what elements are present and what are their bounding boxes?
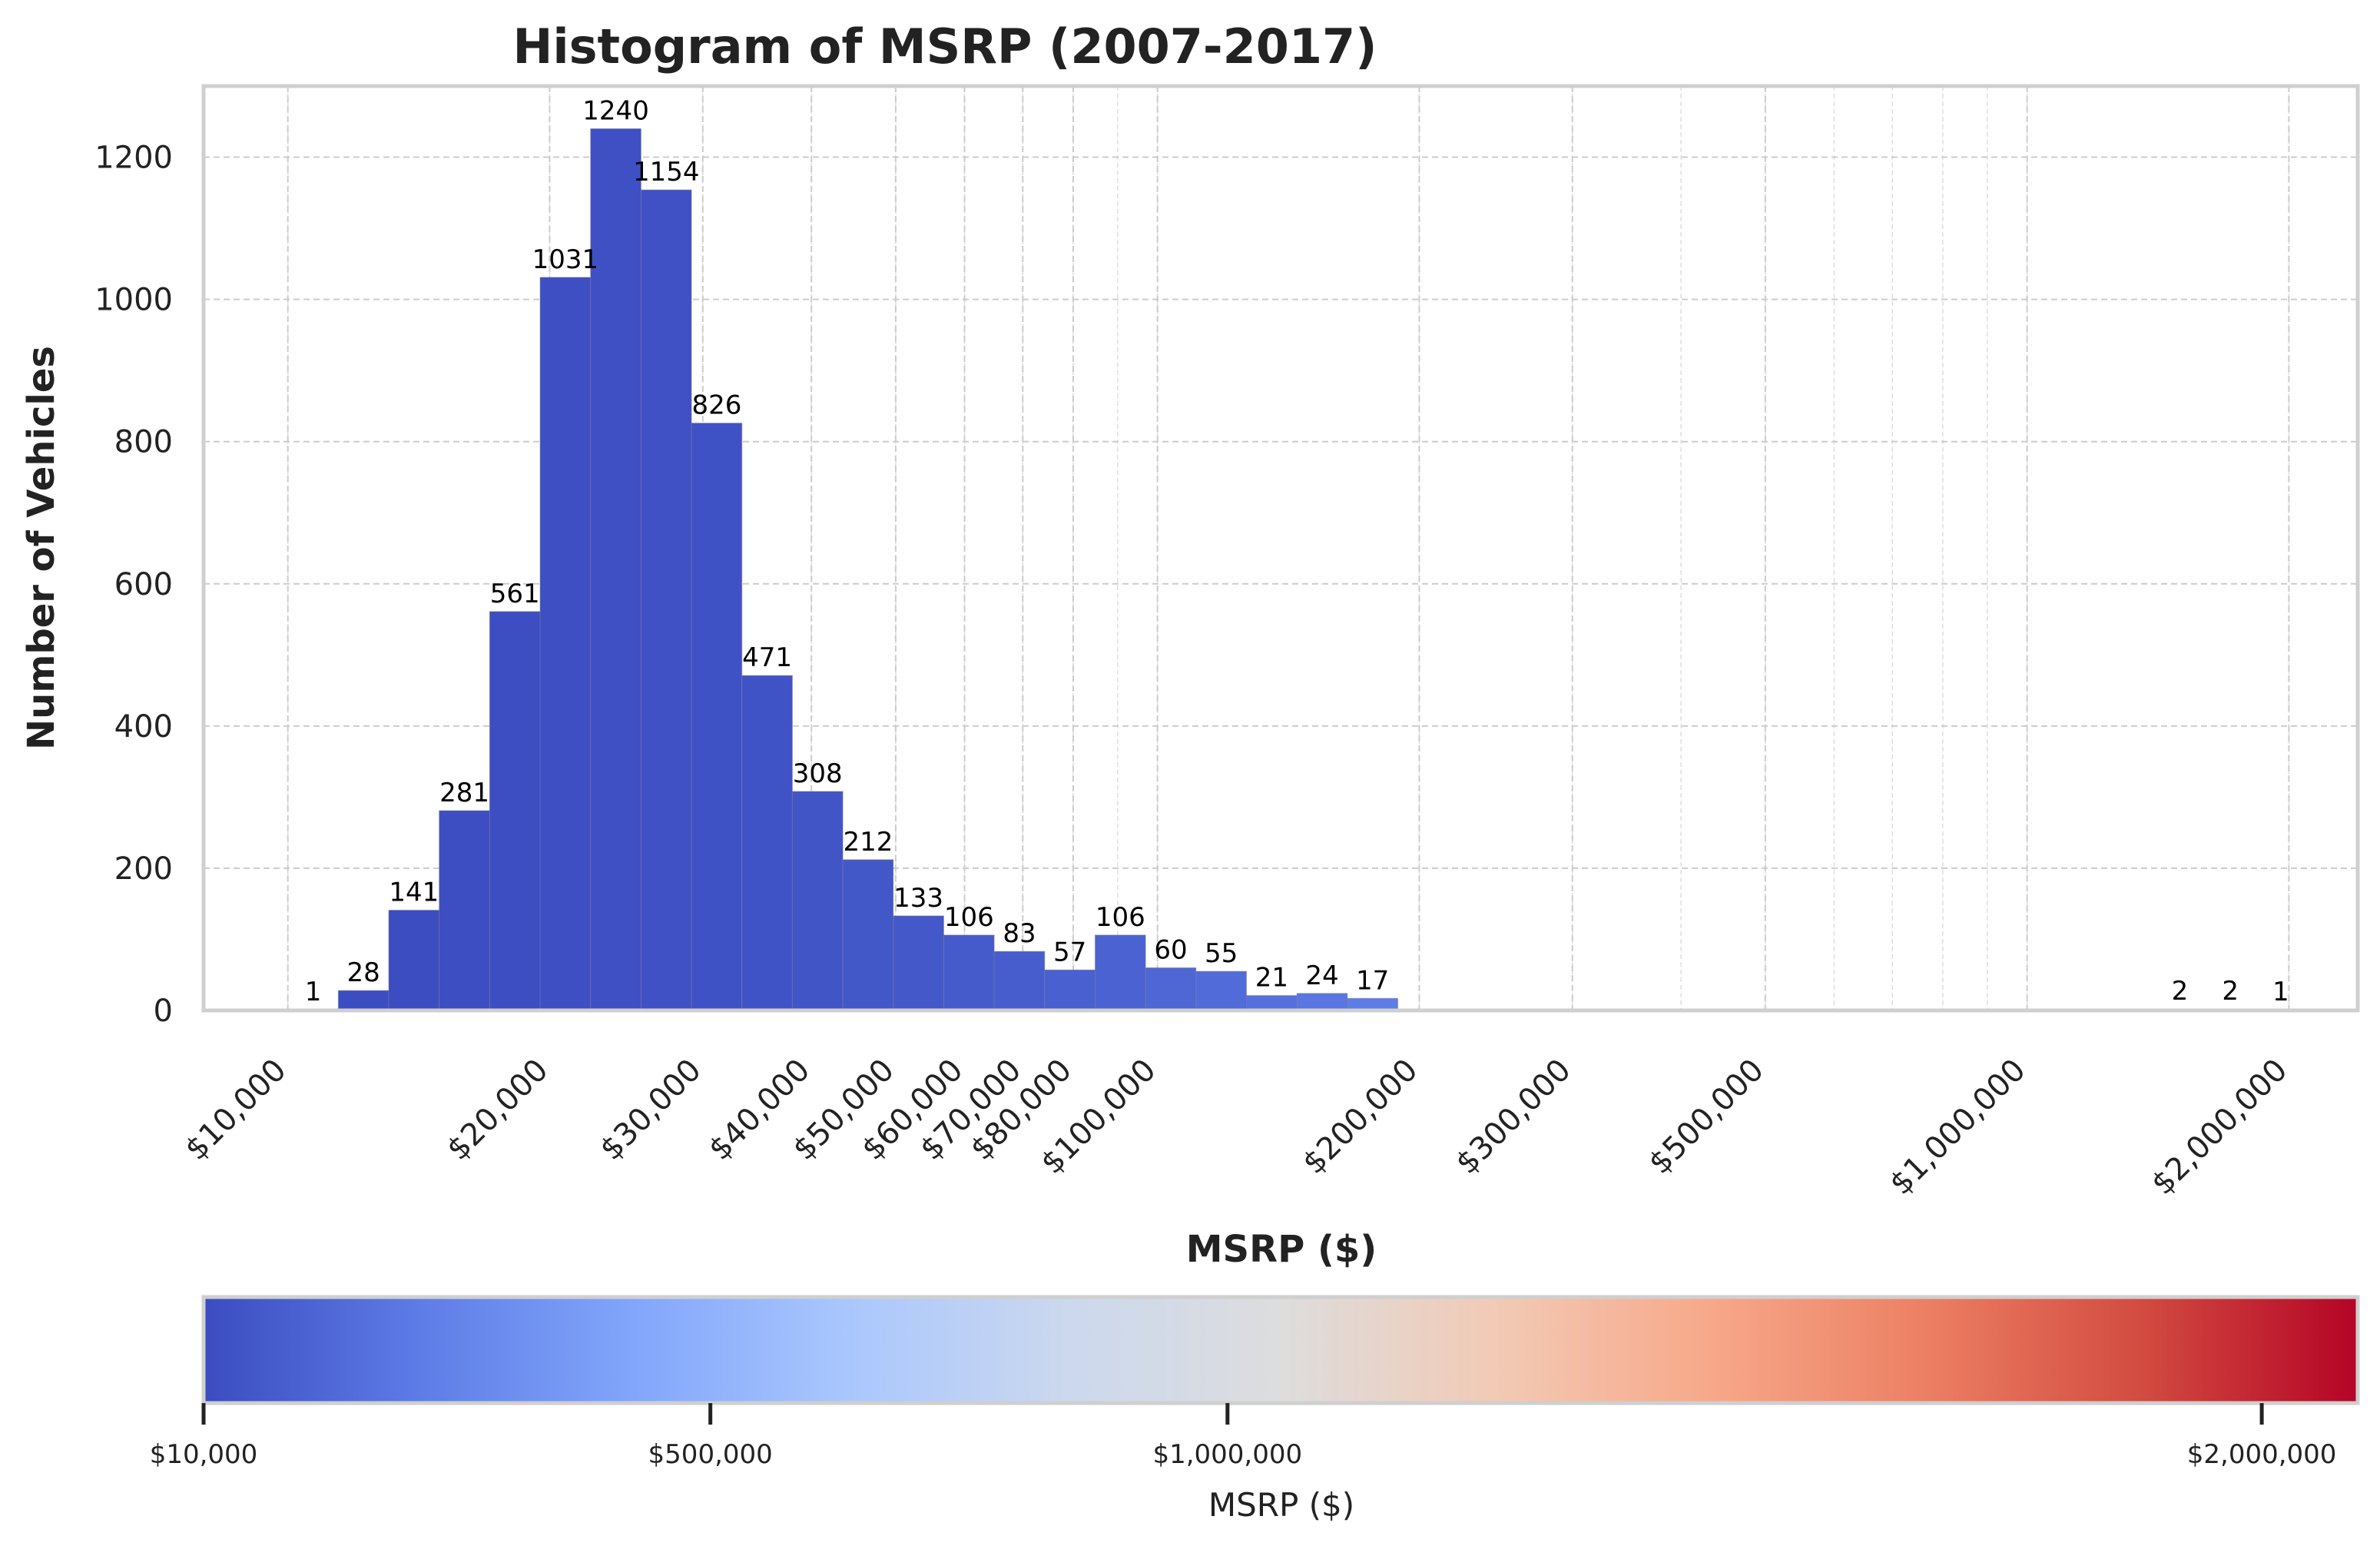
- bar-value-label: 281: [439, 778, 489, 808]
- bar-labels: 1281412815611031124011548264713082121331…: [305, 96, 2289, 1008]
- colorbar-tick-label: $1,000,000: [1152, 1439, 1302, 1470]
- histogram-bar: [791, 791, 844, 1011]
- colorbar-tick-label: $2,000,000: [2187, 1439, 2337, 1470]
- bar-value-label: 106: [1096, 902, 1145, 933]
- bar-value-label: 1240: [582, 96, 649, 127]
- bar-value-label: 308: [793, 758, 843, 789]
- y-tick-label: 600: [114, 567, 173, 602]
- bar-value-label: 1031: [532, 244, 599, 275]
- bar-value-label: 133: [893, 883, 943, 914]
- bar-value-label: 83: [1003, 918, 1036, 949]
- histogram-bar: [943, 934, 995, 1011]
- x-tick-label: $10,000: [178, 1053, 293, 1167]
- histogram-bar: [1296, 993, 1348, 1011]
- x-tick-label: $20,000: [440, 1053, 555, 1167]
- chart-title: Histogram of MSRP (2007-2017): [512, 18, 1377, 75]
- bar-value-label: 60: [1154, 934, 1187, 965]
- bar-value-label: 561: [490, 579, 540, 609]
- bar-value-label: 141: [389, 878, 439, 908]
- bar-value-label: 106: [944, 902, 994, 933]
- colorbar-tick-label: $500,000: [648, 1439, 773, 1470]
- y-tick-label: 1000: [94, 283, 173, 318]
- bar-value-label: 471: [742, 642, 792, 673]
- y-axis-title: Number of Vehicles: [20, 346, 63, 750]
- histogram-bar: [1044, 969, 1096, 1011]
- histogram-bar: [337, 990, 389, 1011]
- x-tick-label: $30,000: [593, 1053, 708, 1167]
- x-tick-label: $300,000: [1449, 1053, 1577, 1181]
- histogram-bar: [741, 675, 793, 1011]
- histogram-bar: [489, 611, 541, 1011]
- bar-value-label: 212: [843, 827, 893, 858]
- histogram-bar: [590, 128, 641, 1011]
- bar-value-label: 17: [1356, 965, 1389, 996]
- bar-value-label: 2: [2222, 976, 2239, 1007]
- x-tick-label: $2,000,000: [2145, 1053, 2294, 1202]
- bar-value-label: 57: [1053, 937, 1086, 967]
- bar-value-label: 21: [1255, 963, 1288, 994]
- histogram-bar: [1145, 967, 1197, 1011]
- bar-value-label: 24: [1305, 960, 1338, 991]
- bar-value-label: 2: [2172, 976, 2189, 1007]
- histogram-bar: [993, 950, 1046, 1011]
- histogram-bar: [1195, 970, 1247, 1011]
- bar-value-label: 55: [1205, 938, 1238, 969]
- bar-value-label: 28: [347, 957, 380, 988]
- bar-value-label: 1: [305, 977, 322, 1007]
- y-tick-label: 400: [114, 709, 173, 745]
- x-tick-label: $200,000: [1296, 1053, 1424, 1181]
- bar-value-label: 1: [2272, 977, 2289, 1007]
- plot-frame: [201, 84, 2360, 1013]
- colorbar-label: MSRP ($): [1208, 1486, 1354, 1524]
- histogram-bar: [691, 423, 743, 1011]
- y-tick-label: 0: [154, 994, 173, 1029]
- y-tick-label: 800: [114, 425, 173, 460]
- histogram-bar: [539, 277, 592, 1011]
- y-axis-ticks: 0 200 400 600 800 1000 1200: [94, 141, 173, 1029]
- colorbar: [201, 1295, 2360, 1405]
- x-axis-title: MSRP ($): [1186, 1228, 1377, 1271]
- x-tick-label: $1,000,000: [1883, 1053, 2032, 1202]
- histogram-bar: [1245, 995, 1298, 1011]
- bars: [287, 128, 2307, 1011]
- x-axis-ticks: $10,000 $20,000 $30,000$40,000$50,000$60,0…: [178, 1053, 2294, 1202]
- histogram-bar: [388, 910, 440, 1011]
- bar-value-label: 826: [691, 390, 741, 421]
- y-tick-label: 200: [114, 851, 173, 887]
- histogram-bar: [439, 810, 490, 1011]
- histogram-bar: [640, 189, 692, 1011]
- colorbar-ticks: $10,000 $500,000 $1,000,000 $2,000,000: [150, 1403, 2337, 1470]
- colorbar-tick-label: $10,000: [150, 1439, 258, 1470]
- y-tick-label: 1200: [94, 141, 173, 176]
- bar-value-label: 1154: [633, 157, 700, 187]
- histogram-bar: [842, 859, 894, 1011]
- x-tick-label: $500,000: [1642, 1053, 1770, 1181]
- histogram-bar: [1094, 934, 1146, 1011]
- histogram-bar: [893, 915, 944, 1011]
